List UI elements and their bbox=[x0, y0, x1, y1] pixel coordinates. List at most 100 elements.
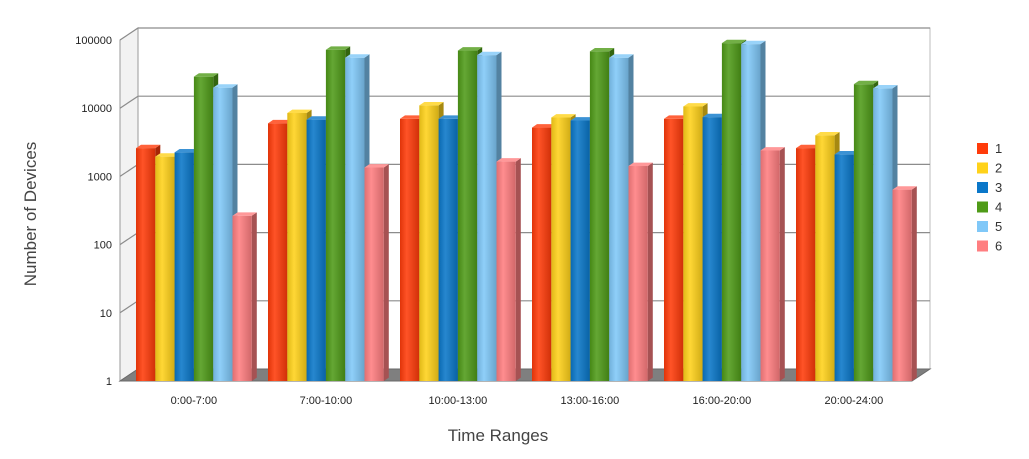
x-tick-label: 10:00-13:00 bbox=[429, 395, 488, 407]
bar-front bbox=[213, 87, 233, 382]
bar-front bbox=[815, 135, 835, 381]
y-tick-label: 100 bbox=[94, 240, 112, 252]
bar-front bbox=[193, 76, 214, 381]
bar-front bbox=[892, 189, 912, 381]
bar bbox=[232, 212, 257, 381]
bar-top bbox=[702, 113, 727, 118]
bar-front bbox=[232, 215, 252, 381]
bar bbox=[628, 162, 653, 381]
bar-top bbox=[306, 116, 331, 120]
bar-front bbox=[400, 118, 420, 381]
bar bbox=[892, 186, 917, 381]
bar-front bbox=[419, 105, 439, 382]
bar-front bbox=[438, 118, 458, 381]
legend-item: 1 bbox=[977, 141, 1002, 156]
bar-top bbox=[873, 85, 898, 89]
bar bbox=[364, 164, 389, 381]
bar-top bbox=[721, 39, 747, 44]
bar-top bbox=[496, 158, 521, 162]
bar-top bbox=[193, 73, 219, 77]
y-tick-label: 1000 bbox=[88, 171, 112, 183]
legend-label: 2 bbox=[995, 161, 1002, 176]
bar-top bbox=[155, 153, 180, 157]
bar bbox=[760, 147, 785, 381]
bar-top bbox=[232, 212, 257, 216]
bar-top bbox=[551, 114, 576, 118]
legend-label: 4 bbox=[995, 200, 1002, 215]
bar-top bbox=[268, 119, 293, 124]
bar-top bbox=[589, 48, 615, 52]
bar-front bbox=[457, 50, 478, 382]
bar-front bbox=[741, 44, 761, 381]
bar-front bbox=[287, 113, 307, 382]
bar-front bbox=[174, 152, 194, 381]
bar bbox=[496, 158, 521, 381]
bar-top bbox=[892, 186, 917, 190]
bar-top bbox=[664, 115, 689, 119]
bar-side bbox=[515, 158, 521, 381]
gridline bbox=[119, 27, 930, 41]
legend-swatch bbox=[977, 182, 988, 193]
y-tick-label: 10 bbox=[100, 308, 112, 320]
chart-side-wall bbox=[119, 27, 139, 382]
bar-top bbox=[477, 51, 502, 56]
legend-swatch bbox=[977, 201, 988, 213]
y-tick-label: 1 bbox=[106, 376, 112, 388]
bar-front bbox=[551, 117, 571, 382]
bar-front bbox=[683, 106, 703, 382]
bar-top bbox=[457, 47, 483, 51]
bar-top bbox=[796, 144, 821, 149]
bar-front bbox=[834, 154, 854, 381]
bar-top bbox=[815, 131, 840, 136]
bar-front bbox=[721, 43, 742, 381]
bar-front bbox=[325, 49, 346, 382]
x-tick-label: 0:00-7:00 bbox=[171, 395, 217, 407]
bar-front bbox=[268, 123, 288, 382]
bar-top bbox=[213, 84, 238, 88]
bar-side bbox=[779, 147, 785, 381]
bar-side bbox=[647, 162, 653, 381]
bar-top bbox=[532, 124, 557, 128]
legend-item: 5 bbox=[977, 219, 1002, 234]
legend-swatch bbox=[977, 143, 988, 154]
bar-top bbox=[325, 46, 351, 50]
bar-front bbox=[589, 51, 610, 382]
bar-front bbox=[155, 156, 175, 381]
bar-front bbox=[136, 148, 156, 381]
bar-top bbox=[364, 164, 389, 168]
legend-label: 3 bbox=[995, 180, 1002, 195]
bar-top bbox=[438, 115, 463, 119]
y-tick-label: 100000 bbox=[75, 35, 112, 47]
bar-front bbox=[873, 88, 893, 381]
bar-top bbox=[683, 103, 708, 107]
bar-front bbox=[609, 57, 629, 381]
bar-top bbox=[570, 117, 595, 121]
bar-top bbox=[853, 80, 879, 85]
x-tick-label: 16:00-20:00 bbox=[693, 395, 752, 407]
bar-top bbox=[741, 40, 766, 45]
bar-front bbox=[532, 127, 552, 381]
bar-front bbox=[570, 120, 590, 381]
bar-top bbox=[136, 144, 161, 149]
bar-top bbox=[834, 151, 859, 155]
bar-top bbox=[609, 54, 634, 58]
y-tick-label: 10000 bbox=[81, 103, 112, 115]
legend-label: 5 bbox=[995, 219, 1002, 234]
bar-top bbox=[400, 115, 425, 119]
bar-front bbox=[364, 167, 384, 381]
legend-swatch bbox=[977, 221, 988, 232]
legend-item: 3 bbox=[977, 180, 1002, 195]
legend-item: 6 bbox=[977, 239, 1002, 254]
bar-side bbox=[251, 212, 257, 381]
bar-top bbox=[345, 54, 370, 58]
x-tick-label: 7:00-10:00 bbox=[300, 395, 353, 407]
x-axis-title: Time Ranges bbox=[448, 426, 548, 445]
legend-item: 4 bbox=[977, 200, 1002, 215]
legend-swatch bbox=[977, 162, 988, 174]
bar-front bbox=[345, 57, 365, 381]
bar-front bbox=[796, 148, 816, 381]
legend-label: 1 bbox=[995, 141, 1002, 156]
legend-swatch bbox=[977, 240, 988, 252]
x-tick-label: 20:00-24:00 bbox=[825, 395, 884, 407]
